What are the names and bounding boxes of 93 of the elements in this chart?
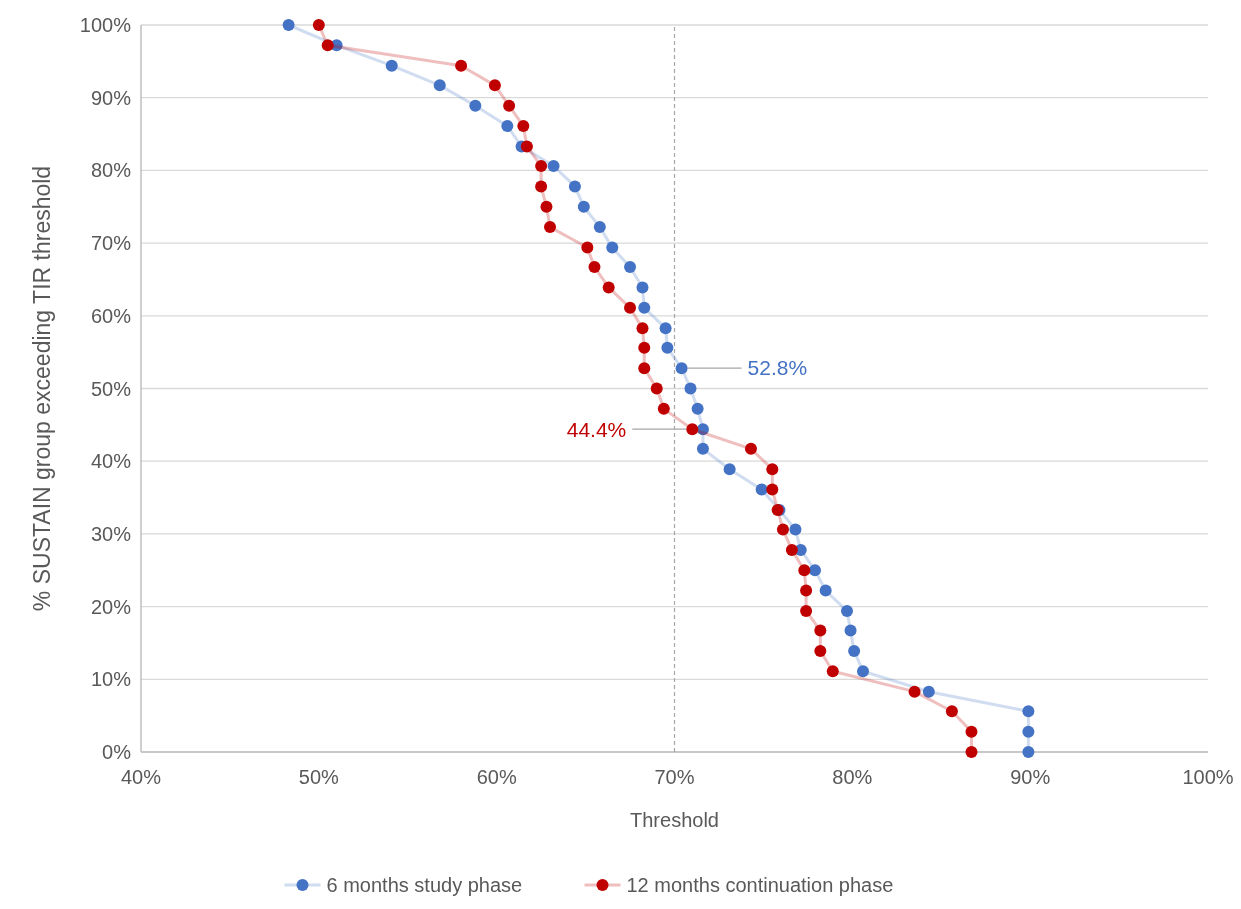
point: [312, 19, 325, 31]
y-tick-label: 100%: [79, 14, 132, 36]
point: [684, 382, 697, 395]
point: [638, 362, 651, 375]
point: [848, 644, 861, 657]
point: [789, 523, 802, 536]
point: [547, 160, 560, 173]
point: [800, 584, 813, 597]
legend-label: 6 months study phase: [326, 874, 523, 896]
x-tick-label: 100%: [1182, 766, 1234, 788]
point: [766, 483, 779, 496]
annotation: 44.4%: [566, 417, 627, 441]
x-tick-label: 60%: [476, 766, 517, 788]
point: [1022, 746, 1035, 758]
point: [501, 120, 514, 133]
point: [800, 604, 813, 617]
point: [675, 362, 688, 375]
point: [1022, 725, 1035, 738]
point: [696, 442, 709, 455]
point: [282, 19, 295, 31]
point: [517, 120, 530, 133]
point: [922, 685, 935, 698]
point: [657, 402, 670, 415]
point: [469, 99, 482, 112]
y-tick-label: 50%: [90, 377, 132, 400]
point: [568, 180, 581, 193]
point: [798, 564, 811, 577]
point: [814, 644, 827, 657]
point: [636, 322, 649, 335]
y-tick-label: 70%: [90, 232, 132, 255]
point: [659, 322, 672, 335]
point: [385, 59, 398, 72]
point: [638, 301, 651, 314]
y-tick-label: 10%: [90, 668, 132, 691]
point: [857, 665, 869, 678]
point: [755, 483, 768, 496]
point: [520, 140, 533, 153]
point: [535, 160, 548, 173]
point: [785, 543, 798, 556]
point: [602, 281, 615, 294]
point: [841, 604, 853, 617]
x-tick-label: 40%: [120, 766, 162, 788]
point: [638, 341, 651, 354]
point: [908, 685, 921, 698]
point: [588, 261, 601, 274]
y-tick-label: 0%: [102, 741, 132, 763]
x-axis-title: Threshold: [630, 809, 719, 831]
point: [544, 221, 557, 234]
point: [819, 584, 832, 597]
point: [503, 99, 516, 112]
point: [776, 523, 789, 536]
point: [661, 341, 674, 354]
point: [321, 39, 334, 52]
y-tick-label: 80%: [90, 159, 132, 182]
y-tick-label: 90%: [90, 86, 132, 109]
point: [744, 442, 757, 455]
point: [723, 463, 736, 476]
y-tick-label: 60%: [90, 304, 132, 327]
point: [965, 746, 978, 758]
y-tick-label: 20%: [90, 595, 132, 618]
x-tick-label: 90%: [1010, 766, 1051, 788]
point: [540, 200, 553, 213]
point: [650, 382, 663, 395]
x-tick-label: 80%: [832, 766, 873, 788]
y-tick-label: 30%: [90, 522, 132, 545]
point: [826, 665, 839, 678]
point: [581, 241, 594, 254]
point: [945, 705, 958, 718]
point: [844, 624, 857, 637]
point: [535, 180, 548, 193]
point: [696, 423, 709, 436]
point: [624, 261, 637, 274]
point: [808, 564, 821, 577]
x-tick-label: 50%: [298, 766, 340, 788]
point: [1022, 705, 1035, 718]
point: [686, 423, 699, 436]
point: [965, 725, 978, 738]
point: [488, 79, 501, 92]
x-tick-label: 70%: [654, 766, 695, 788]
annotation: 52.8%: [747, 356, 808, 380]
point: [433, 79, 446, 92]
y-tick-label: 40%: [90, 450, 132, 473]
point: [455, 59, 468, 72]
point: [814, 624, 827, 637]
point: [624, 301, 637, 314]
point: [606, 241, 619, 254]
point: [636, 281, 649, 294]
y-axis-title: % SUSTAIN group exceeding TIR threshold: [29, 165, 55, 612]
point: [593, 221, 606, 234]
legend-label: 12 months continuation phase: [626, 874, 894, 896]
point: [577, 200, 590, 213]
point: [691, 402, 704, 415]
point: [766, 463, 779, 476]
